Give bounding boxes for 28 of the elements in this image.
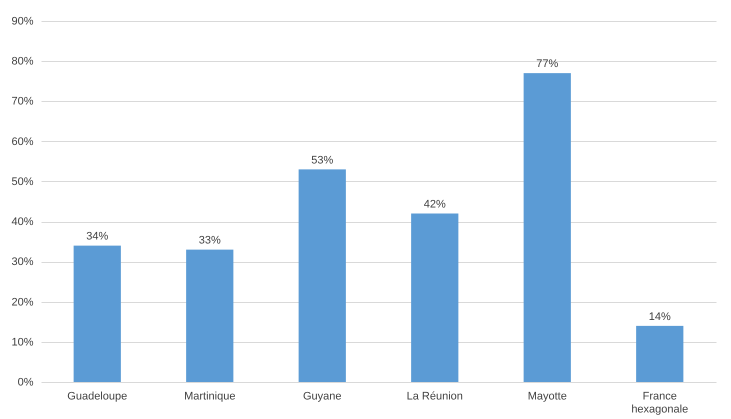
x-tick-label: France hexagonale <box>631 390 688 416</box>
x-tick-label: Mayotte <box>528 390 567 402</box>
x-tick-label: Guadeloupe <box>67 390 128 402</box>
y-tick-label: 80% <box>11 56 34 68</box>
y-tick-label: 10% <box>11 336 34 348</box>
bar <box>186 250 234 382</box>
bar <box>298 169 346 382</box>
data-label: 53% <box>311 154 334 166</box>
y-tick-label: 90% <box>11 16 34 28</box>
y-tick-label: 60% <box>11 136 34 148</box>
bar <box>411 214 458 382</box>
x-tick-label: La Réunion <box>406 390 463 402</box>
bar <box>524 73 571 382</box>
bar <box>74 246 121 382</box>
data-label: 42% <box>424 198 446 211</box>
data-label: 77% <box>536 58 558 70</box>
data-label: 33% <box>198 234 221 247</box>
data-label: 34% <box>86 230 108 243</box>
data-label: 14% <box>648 310 671 323</box>
y-tick-label: 70% <box>11 96 34 108</box>
bar <box>636 326 684 382</box>
x-tick-label: Guyane <box>302 390 342 402</box>
y-tick-label: 40% <box>11 216 34 228</box>
y-tick-label: 0% <box>18 376 34 388</box>
y-tick-label: 30% <box>11 256 34 268</box>
x-tick-label: Martinique <box>184 390 236 402</box>
y-tick-label: 50% <box>11 176 34 188</box>
y-tick-label: 20% <box>11 296 34 308</box>
